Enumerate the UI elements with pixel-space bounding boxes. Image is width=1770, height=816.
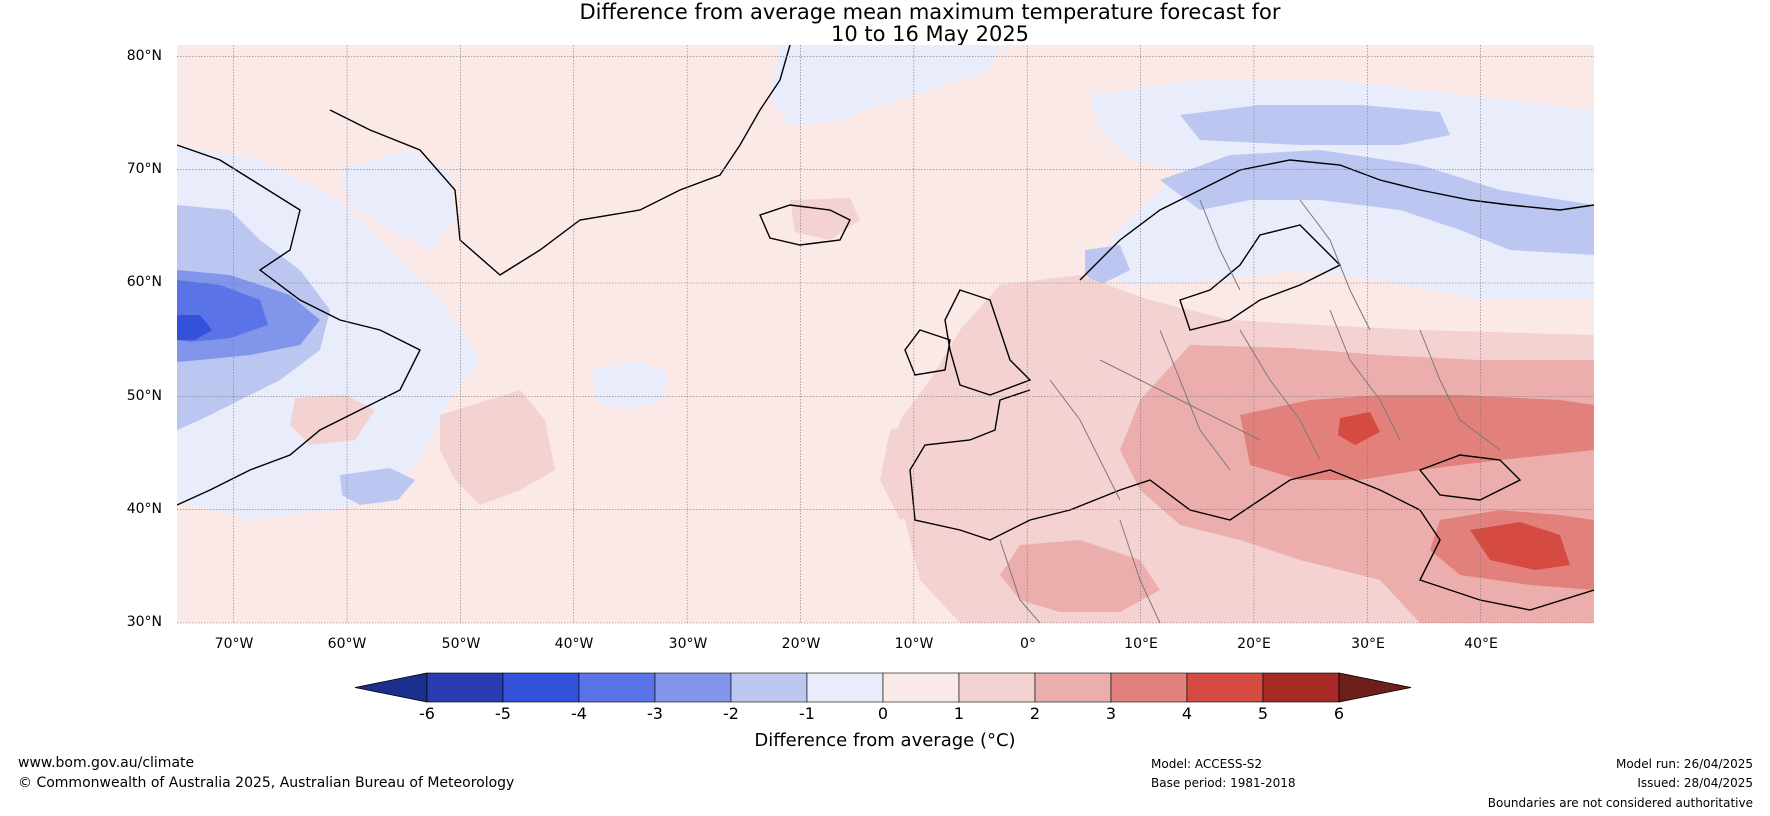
lon-label-20w: 20°W — [781, 636, 821, 652]
footer-model-run: Model run: 26/04/2025 — [1615, 757, 1753, 771]
colorbar-extend-high — [1338, 672, 1412, 703]
colorbar-tick-label: 6 — [1333, 704, 1345, 723]
field-minus1-ocean-patch — [592, 362, 668, 410]
coastlines — [177, 45, 1594, 611]
colorbar-segment — [958, 672, 1036, 703]
lat-label-70n: 70°N — [126, 161, 162, 177]
colorbar-tick-label: 5 — [1257, 704, 1269, 723]
field-plus1-iceland — [790, 198, 860, 240]
colorbar — [354, 672, 1412, 703]
colorbar-tick-label: -3 — [647, 704, 663, 723]
field-minus2-scandinavia — [1160, 150, 1594, 255]
footer-disclaimer: Boundaries are not considered authoritat… — [1487, 796, 1753, 810]
coastline-europe-atlantic — [909, 389, 1594, 611]
colorbar-tick-label: 2 — [1029, 704, 1041, 723]
country-borders — [999, 199, 1501, 623]
colorbar-segment — [502, 672, 580, 703]
coastline-scandinavia — [1079, 159, 1594, 281]
footer-issued: Issued: 28/04/2025 — [1637, 776, 1753, 790]
field-plus3-east-europe — [1240, 395, 1594, 480]
lat-label-60n: 60°N — [126, 274, 162, 290]
colorbar-tick-label: 3 — [1105, 704, 1117, 723]
lon-label-40e: 40°E — [1464, 636, 1498, 652]
lon-label-0: 0° — [1020, 636, 1036, 652]
colorbar-tick-label: -6 — [419, 704, 435, 723]
lat-label-80n: 80°N — [126, 48, 162, 64]
field-plus2-north-africa — [1000, 540, 1160, 612]
colorbar-segment — [1262, 672, 1340, 703]
field-plus1-iberia-west — [880, 420, 960, 520]
colorbar-segment — [882, 672, 960, 703]
lat-label-30n: 30°N — [126, 614, 162, 630]
lon-label-30w: 30°W — [668, 636, 708, 652]
colorbar-tick-label: 1 — [953, 704, 965, 723]
colorbar-tick-label: -4 — [571, 704, 587, 723]
colorbar-label: Difference from average (°C) — [754, 730, 1016, 751]
lon-label-30e: 30°E — [1351, 636, 1385, 652]
colorbar-segment — [730, 672, 808, 703]
lon-label-50w: 50°W — [441, 636, 481, 652]
map-title-line2: 10 to 16 May 2025 — [830, 22, 1030, 46]
field-plus4-middle-east — [1470, 522, 1570, 570]
field-minus1-labrador — [340, 150, 455, 250]
anomaly-field — [177, 45, 1594, 623]
colorbar-tick-label: 4 — [1181, 704, 1193, 723]
colorbar-segment — [806, 672, 884, 703]
footer-model: Model: ACCESS-S2 — [1151, 757, 1263, 771]
colorbar-tick-label: 0 — [877, 704, 889, 723]
coastline-greenland — [329, 45, 791, 276]
field-minus2-norway — [1085, 245, 1130, 285]
lon-label-60w: 60°W — [327, 636, 367, 652]
coastline-iceland — [759, 204, 851, 246]
field-minus1-north-atlantic — [770, 45, 1000, 125]
field-plus1-atlantic-patch — [440, 390, 555, 505]
colorbar-segment — [1034, 672, 1112, 703]
lon-label-10e: 10°E — [1124, 636, 1158, 652]
lon-label-20e: 20°E — [1237, 636, 1271, 652]
field-minus2-offshore — [340, 468, 415, 505]
field-plus4-ukraine — [1338, 412, 1380, 445]
colorbar-tick-label: -2 — [723, 704, 739, 723]
lat-label-50n: 50°N — [126, 388, 162, 404]
colorbar-segment — [426, 672, 504, 703]
lon-label-40w: 40°W — [554, 636, 594, 652]
colorbar-segment — [654, 672, 732, 703]
lat-label-40n: 40°N — [126, 501, 162, 517]
lon-label-10w: 10°W — [894, 636, 934, 652]
colorbar-segment — [578, 672, 656, 703]
field-minus2-barents — [1180, 105, 1450, 145]
field-minus5-canada — [177, 315, 212, 340]
field-plus1-canada-coast — [290, 395, 375, 445]
colorbar-tick-label: -1 — [799, 704, 815, 723]
colorbar-extend-low — [354, 672, 428, 703]
footer-copyright: © Commonwealth of Australia 2025, Austra… — [18, 775, 515, 791]
coastline-british-isles — [904, 289, 1032, 396]
lon-label-70w: 70°W — [214, 636, 254, 652]
coastline-baltic — [1179, 224, 1342, 331]
colorbar-tick-label: -5 — [495, 704, 511, 723]
colorbar-segment — [1186, 672, 1264, 703]
colorbar-segment — [1110, 672, 1188, 703]
footer-base-period: Base period: 1981-2018 — [1151, 776, 1296, 790]
coastline-black-sea — [1418, 454, 1522, 501]
coastline-canada — [177, 144, 421, 506]
map-title-line1: Difference from average mean maximum tem… — [579, 0, 1281, 24]
footer-url[interactable]: www.bom.gov.au/climate — [18, 755, 195, 771]
gridlines — [177, 45, 1594, 624]
